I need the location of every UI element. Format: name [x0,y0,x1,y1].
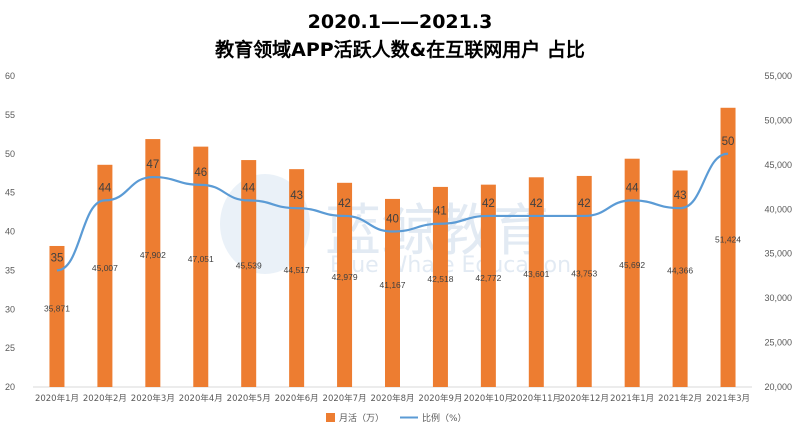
bar-data-labels: 35,871 45,007 47,902 47,051 45,539 44,517 42,9… [44,234,741,313]
left-axis-tick: 50 [5,149,15,159]
legend-bar-swatch [326,413,335,422]
x-axis-category-label: 2021年3月 [706,393,750,404]
right-axis-tick: 25,000 [764,338,792,348]
line-data-label: 44 [626,182,639,194]
line-data-label: 42 [530,198,543,210]
legend-bar-label: 月活（万） [339,412,384,424]
bar-data-label: 47,902 [140,250,166,260]
line-data-label: 44 [99,182,112,194]
bar [672,170,688,387]
right-axis-tick: 35,000 [764,249,792,259]
line-data-labels: 35 44 47 46 44 43 42 40 41 42 42 42 44 43 50 [51,136,735,265]
line-data-label: 42 [482,198,495,210]
right-axis-tick: 30,000 [764,293,792,303]
bar [432,186,448,387]
bar-data-label: 44,366 [667,266,693,276]
line-data-label: 46 [194,167,207,179]
bar [289,169,305,387]
line-data-label: 35 [51,252,64,264]
left-axis-tick: 45 [5,188,15,198]
bar-data-label: 41,167 [380,280,406,290]
bar [624,158,640,387]
left-axis-tick: 55 [5,110,15,120]
x-axis-category-label: 2020年3月 [131,393,175,404]
x-axis-category-label: 2020年1月 [35,393,79,404]
bar-data-label: 51,424 [715,234,741,244]
x-axis-category-label: 2020年7月 [323,393,367,404]
x-axis-category-label: 2020年9月 [418,393,462,404]
x-axis-category-label: 2020年5月 [227,393,271,404]
right-axis-tick: 40,000 [764,204,792,214]
chart-legend: 月活（万） 比例（%） [326,412,467,424]
bar-data-label: 43,753 [571,268,597,278]
right-axis-tick: 20,000 [764,382,792,392]
x-axis-category-label: 2020年10月 [464,393,513,404]
x-axis-category-label: 2020年6月 [275,393,319,404]
ratio-line [56,152,729,272]
bar-data-label: 42,772 [475,273,501,283]
bar [97,164,113,387]
bar-data-label: 45,539 [236,261,262,271]
x-axis-category-label: 2020年4月 [179,393,223,404]
line-data-label: 43 [290,190,303,202]
bar [385,198,400,387]
bar-data-label: 42,518 [427,274,453,284]
bar [193,146,209,387]
x-axis-category-label: 2021年1月 [610,393,654,404]
left-axis-tick: 30 [5,304,15,314]
bar-series [49,107,736,387]
bar [241,160,257,387]
chart-title: 2020.1——2021.3 教育领域APP活跃人数&在互联网用户 占比 [0,8,800,64]
bar [720,107,736,387]
chart-title-line-1: 2020.1——2021.3 [307,11,493,33]
left-axis-tick: 35 [5,265,15,275]
bar [576,175,592,387]
line-data-label: 41 [434,206,447,218]
legend-line-label: 比例（%） [422,412,467,424]
right-axis-tick: 55,000 [764,71,792,81]
bar-data-label: 45,007 [92,263,118,273]
bar-data-label: 47,051 [188,254,214,264]
line-data-label: 42 [578,198,591,210]
bar-data-label: 43,601 [523,269,549,279]
bar-data-label: 45,692 [619,260,645,270]
x-axis-category-label: 2020年11月 [512,393,561,404]
right-axis-tick: 50,000 [764,115,792,125]
bar [528,177,544,387]
bar-data-label: 44,517 [284,265,310,275]
line-data-label: 43 [674,190,687,202]
bar-data-label: 35,871 [44,303,70,313]
bar [480,184,496,387]
left-axis-tick: 25 [5,343,15,353]
line-data-label: 50 [722,136,735,148]
line-data-label: 44 [242,182,255,194]
line-series [56,152,729,272]
left-axis-tick: 40 [5,227,15,237]
bar [337,182,353,387]
left-axis-tick: 60 [5,71,15,81]
chart-title-line-2: 教育领域APP活跃人数&在互联网用户 占比 [215,39,585,61]
x-axis-category-label: 2020年8月 [370,393,414,404]
right-axis-tick: 45,000 [764,160,792,170]
line-data-label: 40 [386,214,399,226]
x-axis-category-label: 2021年2月 [658,393,702,404]
bar [145,139,161,387]
bar [49,245,65,387]
x-axis-category-label: 2020年2月 [83,393,127,404]
x-axis-category-label: 2020年12月 [560,393,609,404]
line-data-label: 47 [146,159,159,171]
line-data-label: 42 [338,198,351,210]
left-axis-tick: 20 [5,382,15,392]
bar-data-label: 42,979 [332,272,358,282]
